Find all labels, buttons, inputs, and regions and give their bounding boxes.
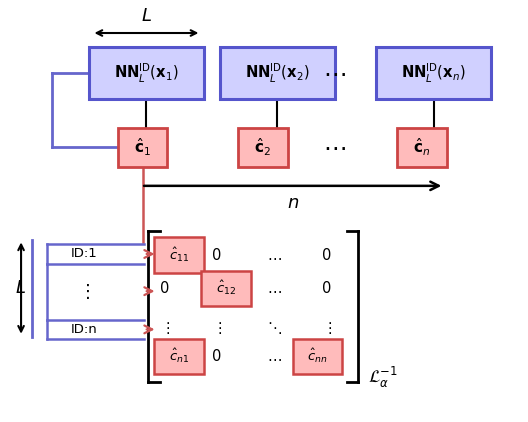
Text: $\hat{\mathbf{c}}_n$: $\hat{\mathbf{c}}_n$ [413,137,431,158]
Text: $L$: $L$ [141,7,152,25]
FancyBboxPatch shape [397,128,447,167]
Text: 0: 0 [322,281,332,296]
Text: $\hat{\mathbf{c}}_2$: $\hat{\mathbf{c}}_2$ [254,137,271,158]
Text: $\hat{c}_{n1}$: $\hat{c}_{n1}$ [169,347,189,365]
Text: $\hat{c}_{11}$: $\hat{c}_{11}$ [169,246,189,264]
Text: $\mathbf{NN}_L^{\mathrm{ID}}(\mathbf{x}_2)$: $\mathbf{NN}_L^{\mathrm{ID}}(\mathbf{x}_… [245,62,309,85]
FancyBboxPatch shape [118,128,167,167]
Text: $\ldots$: $\ldots$ [267,349,282,364]
FancyBboxPatch shape [220,47,335,99]
FancyBboxPatch shape [376,47,491,99]
FancyBboxPatch shape [201,271,251,306]
FancyBboxPatch shape [238,128,288,167]
Text: $\mathbf{NN}_L^{\mathrm{ID}}(\mathbf{x}_n)$: $\mathbf{NN}_L^{\mathrm{ID}}(\mathbf{x}_… [401,62,466,85]
Text: 0: 0 [160,281,169,296]
FancyBboxPatch shape [154,238,204,273]
Text: 0: 0 [212,248,222,263]
FancyBboxPatch shape [154,339,204,374]
Text: $\vdots$: $\vdots$ [78,281,90,300]
Text: $\mathbf{NN}_L^{\mathrm{ID}}(\mathbf{x}_1)$: $\mathbf{NN}_L^{\mathrm{ID}}(\mathbf{x}_… [114,62,179,85]
Text: $\hat{c}_{12}$: $\hat{c}_{12}$ [216,279,236,297]
Text: $\cdots$: $\cdots$ [323,135,346,160]
Text: $\ddots$: $\ddots$ [267,320,282,336]
Text: ID:1: ID:1 [70,247,97,260]
Text: $L$: $L$ [15,279,25,297]
FancyBboxPatch shape [89,47,204,99]
Text: $\cdots$: $\cdots$ [323,61,346,85]
Text: $\hat{c}_{nn}$: $\hat{c}_{nn}$ [307,347,328,365]
Text: $\ldots$: $\ldots$ [267,248,282,263]
Text: $\ldots$: $\ldots$ [267,281,282,296]
Text: $\hat{\mathbf{c}}_1$: $\hat{\mathbf{c}}_1$ [134,137,151,158]
FancyBboxPatch shape [293,339,342,374]
Text: 0: 0 [322,248,332,263]
Text: $n$: $n$ [287,194,299,212]
Text: 0: 0 [212,349,222,364]
Text: $\vdots$: $\vdots$ [212,320,222,336]
Text: $\mathcal{L}_{\alpha}^{-1}$: $\mathcal{L}_{\alpha}^{-1}$ [369,365,398,390]
Text: $\vdots$: $\vdots$ [160,320,169,336]
Text: $\vdots$: $\vdots$ [322,320,332,336]
Text: ID:n: ID:n [70,323,97,335]
